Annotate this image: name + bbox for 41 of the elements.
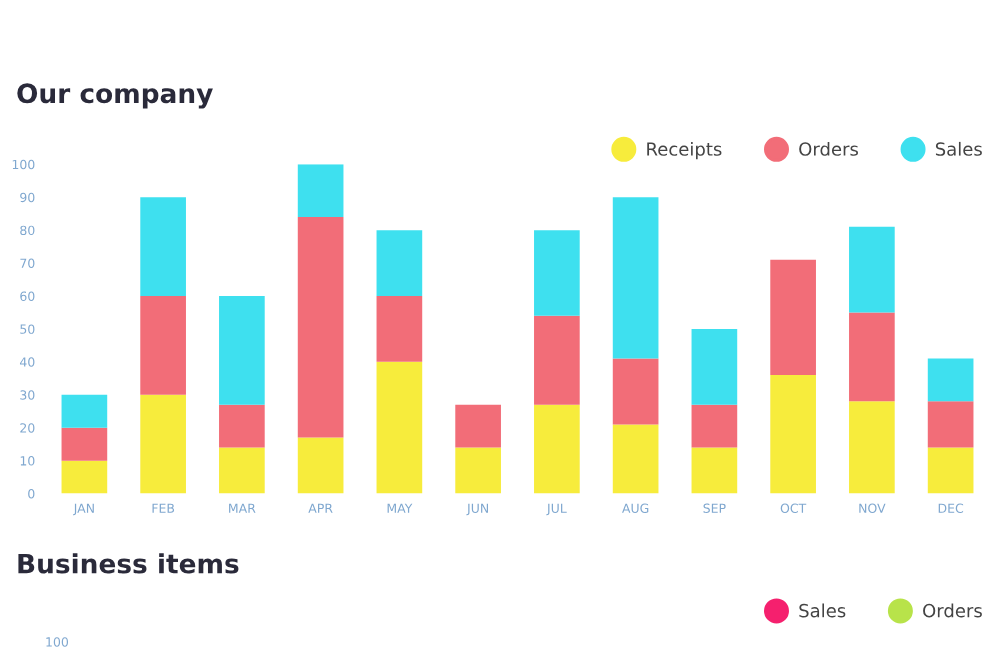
- bar: [61, 460, 108, 494]
- bar: [691, 447, 738, 494]
- bar: [612, 424, 659, 494]
- bar: [927, 447, 974, 494]
- bar: [219, 447, 265, 494]
- bar: [297, 216, 344, 438]
- chart-title: Our company: [17, 83, 213, 109]
- bar: [849, 401, 895, 494]
- legend-label: Receipts: [647, 141, 722, 160]
- bar: [849, 312, 895, 402]
- bar: [455, 404, 501, 448]
- bar: [612, 197, 659, 359]
- bar: [534, 315, 580, 405]
- legend-label: Sales: [799, 603, 846, 618]
- bar: [927, 401, 974, 448]
- legend-label: Sales: [935, 141, 982, 156]
- bar: [927, 358, 974, 402]
- legend-label: Orders: [799, 141, 858, 156]
- bar: [61, 394, 108, 428]
- bar: [691, 328, 738, 405]
- bar: [376, 361, 423, 494]
- bar: [455, 447, 501, 494]
- bar: [297, 164, 344, 217]
- bar: [297, 437, 344, 494]
- bar: [219, 404, 265, 448]
- bar: [140, 197, 186, 297]
- bar: [376, 296, 423, 362]
- bar: [612, 358, 659, 425]
- bar: [534, 230, 580, 316]
- bar: [61, 427, 108, 461]
- bar: [140, 296, 186, 395]
- bar: [376, 230, 423, 297]
- bar: [219, 296, 265, 405]
- text: Business items: [18, 553, 239, 574]
- bar: [691, 404, 738, 448]
- bar: [140, 394, 186, 494]
- legend-label: Orders: [923, 603, 982, 618]
- bar: [770, 375, 816, 494]
- bar: [534, 404, 580, 494]
- bar: [849, 226, 895, 313]
- bar: [770, 259, 816, 376]
